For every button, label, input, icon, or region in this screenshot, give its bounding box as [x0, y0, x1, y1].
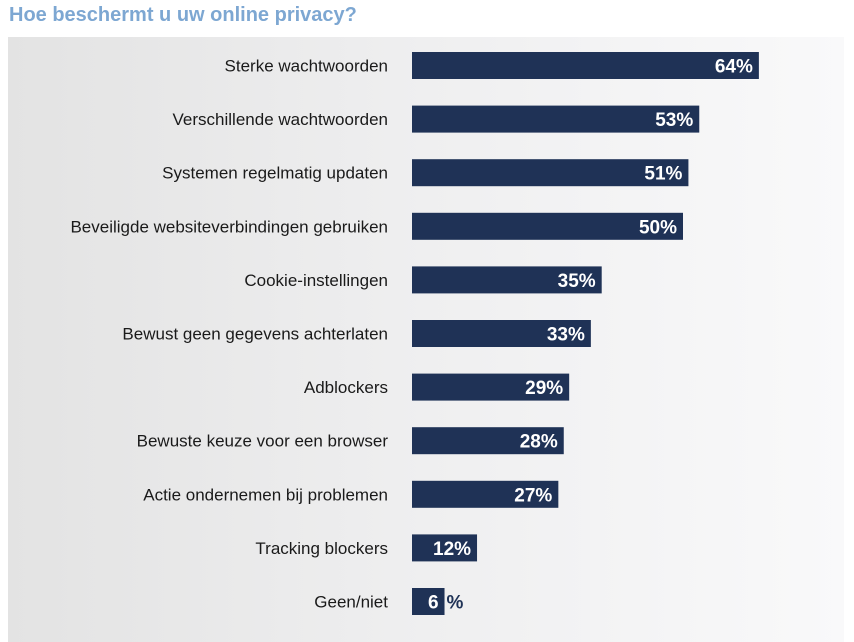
bar	[412, 320, 591, 347]
bar	[412, 373, 570, 401]
bar	[412, 480, 559, 508]
value-label: 27%	[514, 485, 552, 506]
category-label: Adblockers	[304, 378, 388, 397]
bar	[412, 534, 478, 562]
bar	[412, 105, 700, 133]
category-label: Verschillende wachtwoorden	[173, 110, 388, 129]
value-suffix-label: %	[447, 593, 464, 614]
value-label: 50%	[639, 217, 677, 238]
category-label: Geen/niet	[314, 593, 388, 612]
bar	[412, 427, 564, 455]
bar	[412, 52, 759, 79]
value-label: 35%	[558, 271, 596, 292]
value-label: 6	[428, 593, 439, 614]
category-label: Actie ondernemen bij problemen	[143, 485, 388, 504]
value-label: 28%	[520, 432, 558, 453]
bar	[412, 159, 689, 187]
category-label: Beveiligde websiteverbindingen gebruiken	[70, 217, 388, 236]
bars-layer: Sterke wachtwoorden 64% Verschillende wach…	[70, 52, 759, 615]
category-label: Bewust geen gegevens achterlaten	[122, 325, 388, 344]
category-label: Cookie-instellingen	[244, 271, 388, 290]
category-label: Tracking blockers	[255, 539, 388, 558]
value-label: 51%	[644, 164, 682, 185]
bar	[412, 266, 602, 294]
value-label: 29%	[525, 378, 563, 399]
value-label: 64%	[715, 57, 753, 78]
value-label: 12%	[433, 539, 471, 560]
category-label: Systemen regelmatig updaten	[162, 164, 388, 183]
bar	[412, 588, 445, 615]
category-label: Sterke wachtwoorden	[225, 57, 388, 76]
chart-title: Hoe beschermt u uw online privacy?	[9, 4, 357, 26]
bar	[412, 212, 683, 240]
value-label: 53%	[655, 110, 693, 131]
category-label: Bewuste keuze voor een browser	[137, 432, 389, 451]
value-label: 33%	[547, 325, 585, 346]
